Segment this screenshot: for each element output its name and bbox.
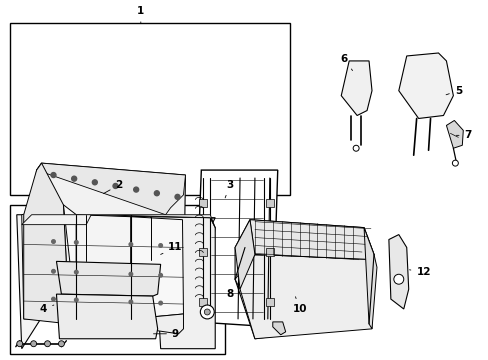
Circle shape [159, 301, 162, 305]
Text: 8: 8 [226, 289, 233, 299]
Polygon shape [76, 215, 131, 319]
Circle shape [129, 300, 132, 304]
Text: 2: 2 [103, 180, 122, 194]
Circle shape [92, 180, 97, 185]
Polygon shape [56, 261, 161, 296]
Circle shape [159, 244, 162, 247]
Bar [265, 298, 273, 306]
Circle shape [154, 191, 159, 196]
Polygon shape [17, 215, 86, 349]
Text: 11: 11 [161, 243, 183, 255]
Polygon shape [21, 205, 76, 319]
Circle shape [72, 176, 77, 181]
Bar [199, 248, 207, 256]
Polygon shape [272, 322, 285, 335]
Circle shape [175, 194, 180, 199]
Polygon shape [24, 163, 69, 324]
Polygon shape [195, 170, 277, 327]
Circle shape [52, 297, 55, 301]
Polygon shape [131, 217, 183, 319]
Text: 9: 9 [153, 329, 179, 339]
Bar [199, 199, 207, 207]
Bar [265, 199, 273, 207]
Polygon shape [388, 235, 408, 309]
Polygon shape [63, 205, 183, 334]
Circle shape [52, 240, 55, 243]
Text: 3: 3 [224, 180, 233, 198]
Circle shape [17, 341, 22, 347]
Bar [10, 205, 224, 354]
Polygon shape [21, 215, 215, 228]
Circle shape [129, 273, 132, 276]
Polygon shape [398, 53, 452, 118]
Text: 5: 5 [445, 86, 461, 96]
Circle shape [451, 160, 457, 166]
Bar [199, 298, 207, 306]
Circle shape [204, 309, 210, 315]
Circle shape [59, 341, 64, 347]
Circle shape [51, 172, 56, 177]
Text: 6: 6 [340, 54, 352, 71]
Circle shape [393, 274, 403, 284]
Circle shape [74, 270, 78, 274]
Circle shape [52, 270, 55, 273]
Polygon shape [446, 121, 462, 148]
Polygon shape [249, 220, 373, 260]
Circle shape [113, 184, 118, 188]
Text: 1: 1 [137, 6, 144, 23]
Circle shape [133, 187, 139, 192]
Circle shape [200, 305, 214, 319]
Polygon shape [91, 215, 215, 228]
Polygon shape [21, 215, 91, 225]
Circle shape [159, 274, 162, 277]
Bar [265, 248, 273, 256]
Circle shape [44, 341, 50, 347]
Polygon shape [56, 294, 157, 339]
Text: 12: 12 [408, 267, 430, 277]
Polygon shape [150, 217, 215, 349]
Polygon shape [235, 255, 371, 339]
Bar [10, 23, 289, 195]
Circle shape [352, 145, 358, 151]
Polygon shape [21, 163, 185, 329]
Polygon shape [235, 220, 254, 289]
Circle shape [31, 341, 37, 347]
Polygon shape [341, 61, 371, 116]
Text: 7: 7 [455, 130, 471, 140]
Polygon shape [21, 225, 215, 261]
Polygon shape [37, 163, 185, 215]
Text: 4: 4 [40, 304, 54, 314]
Polygon shape [235, 220, 373, 339]
Circle shape [129, 243, 132, 246]
Circle shape [74, 298, 78, 302]
Text: 10: 10 [292, 297, 306, 314]
Polygon shape [364, 228, 376, 329]
Circle shape [74, 240, 78, 244]
